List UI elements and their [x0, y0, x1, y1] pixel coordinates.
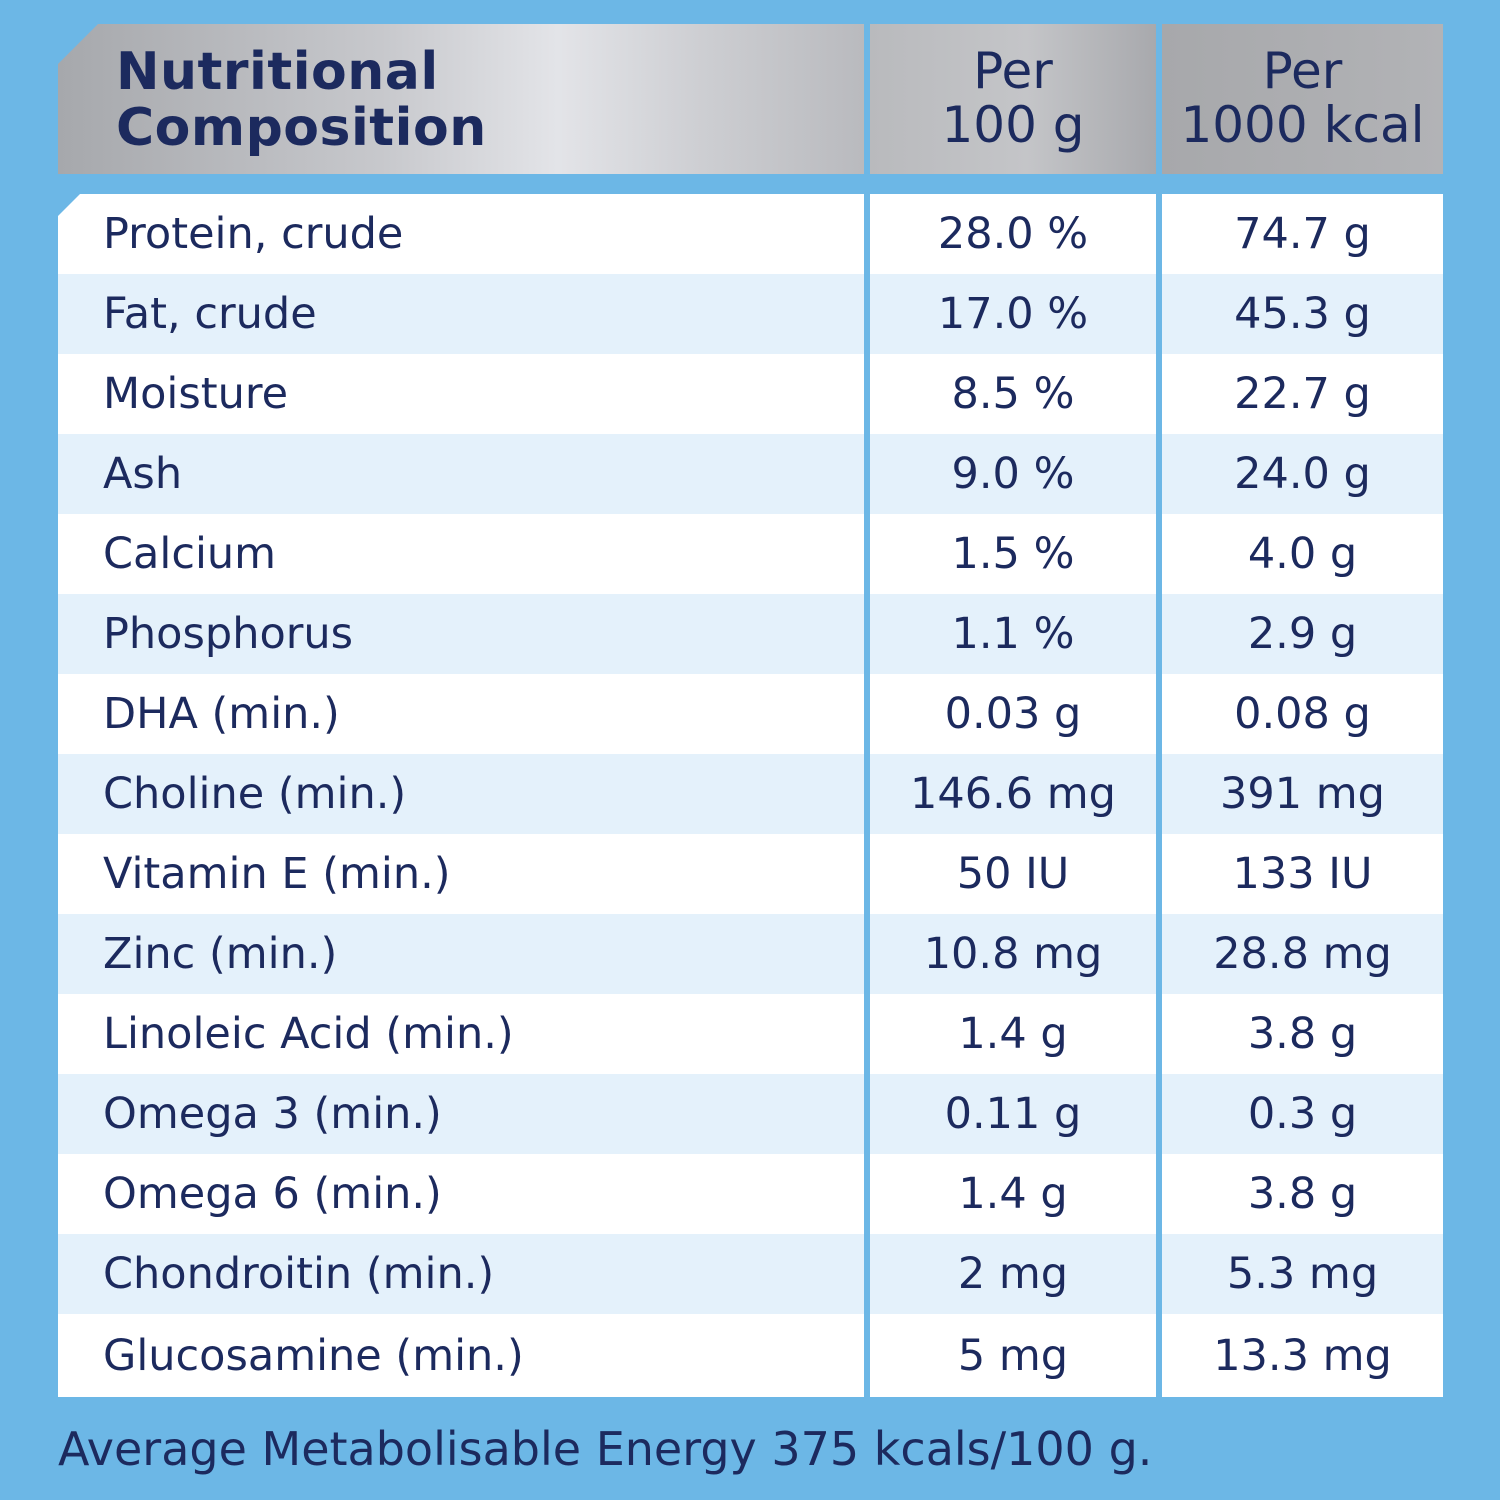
value-per-100g: 8.5 %	[870, 354, 1156, 434]
table-row: Chondroitin (min.) 2 mg 5.3 mg	[58, 1234, 1443, 1314]
table-row: Vitamin E (min.) 50 IU 133 IU	[58, 834, 1443, 914]
nutrient-name: Omega 6 (min.)	[58, 1154, 864, 1234]
table-row: Glucosamine (min.) 5 mg 13.3 mg	[58, 1314, 1443, 1397]
value-per-1000kcal: 22.7 g	[1162, 354, 1443, 434]
table-row: Fat, crude 17.0 % 45.3 g	[58, 274, 1443, 354]
value-per-100g: 5 mg	[870, 1314, 1156, 1397]
table-row: Ash 9.0 % 24.0 g	[58, 434, 1443, 514]
value-per-100g: 0.03 g	[870, 674, 1156, 754]
value-per-100g: 1.4 g	[870, 994, 1156, 1074]
value-per-100g: 28.0 %	[870, 194, 1156, 274]
table-row: DHA (min.) 0.03 g 0.08 g	[58, 674, 1443, 754]
nutrition-table: Nutritional Composition Per 100 g Per 10…	[58, 24, 1443, 1397]
header-nutrient-cell: Nutritional Composition	[58, 24, 864, 174]
value-per-100g: 9.0 %	[870, 434, 1156, 514]
nutrient-name: Choline (min.)	[58, 754, 864, 834]
nutrient-name: Moisture	[58, 354, 864, 434]
nutrient-name: Ash	[58, 434, 864, 514]
nutrient-name: Linoleic Acid (min.)	[58, 994, 864, 1074]
value-per-1000kcal: 4.0 g	[1162, 514, 1443, 594]
table-title-line1: Nutritional	[116, 42, 439, 102]
nutrient-name: Chondroitin (min.)	[58, 1234, 864, 1314]
value-per-1000kcal: 2.9 g	[1162, 594, 1443, 674]
value-per-1000kcal: 13.3 mg	[1162, 1314, 1443, 1397]
table-row: Omega 6 (min.) 1.4 g 3.8 g	[58, 1154, 1443, 1234]
col-per-1000kcal-label-line1: Per	[1262, 42, 1343, 100]
value-per-1000kcal: 24.0 g	[1162, 434, 1443, 514]
nutrient-name: Fat, crude	[58, 274, 864, 354]
nutrient-name: Zinc (min.)	[58, 914, 864, 994]
value-per-1000kcal: 74.7 g	[1162, 194, 1443, 274]
value-per-100g: 146.6 mg	[870, 754, 1156, 834]
value-per-1000kcal: 391 mg	[1162, 754, 1443, 834]
value-per-100g: 0.11 g	[870, 1074, 1156, 1154]
col-per-100g-label-line2: 100 g	[941, 96, 1085, 154]
col-per-100g-label-line1: Per	[973, 42, 1053, 100]
value-per-100g: 50 IU	[870, 834, 1156, 914]
nutrient-name: Calcium	[58, 514, 864, 594]
col-per-1000kcal-label-line2: 1000 kcal	[1180, 96, 1425, 154]
table-row: Calcium 1.5 % 4.0 g	[58, 514, 1443, 594]
energy-footnote: Average Metabolisable Energy 375 kcals/1…	[58, 1422, 1153, 1476]
value-per-1000kcal: 5.3 mg	[1162, 1234, 1443, 1314]
table-header: Nutritional Composition Per 100 g Per 10…	[58, 24, 1443, 174]
table-body: Protein, crude 28.0 % 74.7 g Fat, crude …	[58, 194, 1443, 1397]
nutrient-name: Vitamin E (min.)	[58, 834, 864, 914]
value-per-100g: 10.8 mg	[870, 914, 1156, 994]
value-per-1000kcal: 133 IU	[1162, 834, 1443, 914]
value-per-1000kcal: 45.3 g	[1162, 274, 1443, 354]
nutrient-name: Protein, crude	[58, 194, 864, 274]
nutrient-name: Omega 3 (min.)	[58, 1074, 864, 1154]
nutrient-name: Phosphorus	[58, 594, 864, 674]
table-row: Moisture 8.5 % 22.7 g	[58, 354, 1443, 434]
value-per-1000kcal: 0.08 g	[1162, 674, 1443, 754]
table-row: Protein, crude 28.0 % 74.7 g	[58, 194, 1443, 274]
table-row: Phosphorus 1.1 % 2.9 g	[58, 594, 1443, 674]
value-per-100g: 1.4 g	[870, 1154, 1156, 1234]
nutrient-name: DHA (min.)	[58, 674, 864, 754]
value-per-1000kcal: 3.8 g	[1162, 994, 1443, 1074]
value-per-100g: 17.0 %	[870, 274, 1156, 354]
table-row: Linoleic Acid (min.) 1.4 g 3.8 g	[58, 994, 1443, 1074]
value-per-100g: 1.1 %	[870, 594, 1156, 674]
header-per-100g-cell: Per 100 g	[870, 24, 1156, 174]
value-per-100g: 2 mg	[870, 1234, 1156, 1314]
nutrient-name: Glucosamine (min.)	[58, 1314, 864, 1397]
value-per-1000kcal: 3.8 g	[1162, 1154, 1443, 1234]
header-per-1000kcal-cell: Per 1000 kcal	[1162, 24, 1443, 174]
value-per-100g: 1.5 %	[870, 514, 1156, 594]
value-per-1000kcal: 0.3 g	[1162, 1074, 1443, 1154]
table-row: Choline (min.) 146.6 mg 391 mg	[58, 754, 1443, 834]
table-row: Zinc (min.) 10.8 mg 28.8 mg	[58, 914, 1443, 994]
table-row: Omega 3 (min.) 0.11 g 0.3 g	[58, 1074, 1443, 1154]
table-title-line2: Composition	[116, 98, 487, 158]
value-per-1000kcal: 28.8 mg	[1162, 914, 1443, 994]
